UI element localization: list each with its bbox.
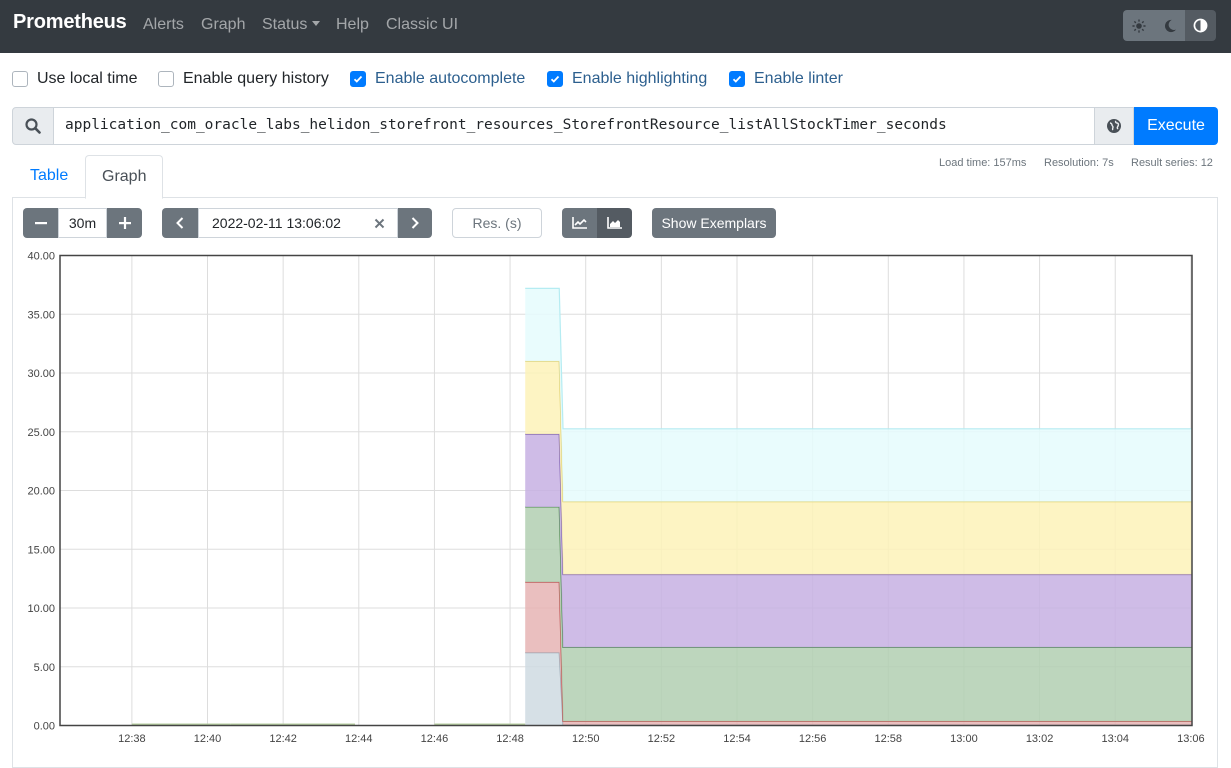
option-label: Enable highlighting [572, 70, 708, 87]
chevron-left-icon [176, 217, 184, 229]
check-icon [550, 75, 560, 83]
theme-light-button[interactable] [1123, 10, 1154, 41]
x-tick-label: 12:48 [496, 733, 524, 745]
show-exemplars-button[interactable]: Show Exemplars [652, 208, 776, 238]
execute-button[interactable]: Execute [1134, 107, 1218, 145]
y-tick-label: 0.00 [34, 721, 55, 733]
x-tick-label: 12:42 [269, 733, 297, 745]
adjust-icon [1193, 18, 1208, 33]
y-tick-label: 5.00 [34, 662, 55, 674]
x-tick-label: 13:02 [1026, 733, 1054, 745]
y-tick-label: 25.00 [27, 427, 55, 439]
nav-classic-ui[interactable]: Classic UI [386, 16, 459, 33]
query-input[interactable]: application_com_oracle_labs_helidon_stor… [54, 107, 1094, 145]
x-tick-label: 13:04 [1101, 733, 1129, 745]
x-tick-label: 12:54 [723, 733, 751, 745]
load-time: Load time: 157ms [939, 157, 1027, 169]
x-tick-label: 12:50 [572, 733, 600, 745]
checkbox-autocomplete[interactable] [350, 71, 366, 87]
y-tick-label: 15.00 [27, 544, 55, 556]
tab-table[interactable]: Table [30, 167, 69, 184]
y-tick-label: 40.00 [27, 251, 55, 263]
tab-bar: Table Graph [12, 155, 1218, 199]
sun-icon [1131, 18, 1146, 33]
nav-graph[interactable]: Graph [201, 16, 246, 33]
y-tick-label: 30.00 [27, 368, 55, 380]
moon-icon [1164, 19, 1176, 32]
x-tick-label: 12:56 [799, 733, 827, 745]
series-line-6 [525, 287, 1192, 430]
option-label: Enable autocomplete [375, 70, 526, 87]
option-query-history[interactable]: Enable query history [158, 69, 329, 89]
graph-chart[interactable]: 0.00 5.00 10.00 15.00 20.00 25.00 30.00 35.00 40… [0, 240, 1231, 759]
search-icon [12, 107, 54, 145]
minus-icon [34, 222, 47, 225]
tab-graph[interactable]: Graph [85, 155, 163, 199]
line-chart-icon [572, 217, 587, 229]
nav-status-label: Status [262, 16, 308, 33]
option-linter[interactable]: Enable linter [729, 69, 843, 89]
unstacked-mode-button[interactable] [562, 208, 597, 238]
checkbox-query-history[interactable] [158, 71, 174, 87]
clear-icon[interactable] [374, 218, 385, 229]
range-input[interactable]: 30m [58, 208, 107, 238]
plus-icon [118, 217, 131, 229]
y-tick-label: 35.00 [27, 309, 55, 321]
theme-auto-button[interactable] [1185, 10, 1216, 41]
brand-logo[interactable]: Prometheus [13, 11, 127, 33]
caret-down-icon [312, 21, 321, 26]
stacked-mode-button[interactable] [597, 208, 632, 238]
x-tick-label: 12:38 [118, 733, 146, 745]
x-tick-label: 12:46 [421, 733, 449, 745]
range-decrease-button[interactable] [23, 208, 58, 238]
area-chart-icon [607, 217, 622, 229]
nav-alerts[interactable]: Alerts [143, 16, 184, 33]
time-back-button[interactable] [162, 208, 198, 238]
x-tick-label: 12:44 [345, 733, 373, 745]
theme-switcher [1123, 10, 1216, 41]
y-tick-label: 20.00 [27, 486, 55, 498]
result-series: Result series: 12 [1131, 157, 1213, 169]
x-tick-label: 12:40 [194, 733, 222, 745]
y-tick-label: 10.00 [27, 603, 55, 615]
end-time-value: 2022-02-11 13:06:02 [212, 215, 341, 231]
option-local-time[interactable]: Use local time [12, 69, 137, 89]
chevron-right-icon [411, 217, 419, 229]
plot-frame [59, 254, 1193, 727]
globe-icon [1107, 119, 1121, 133]
navbar: Prometheus Alerts Graph Status Help Clas… [0, 0, 1231, 53]
x-tick-label: 13:00 [950, 733, 978, 745]
series-area-5 [525, 361, 1192, 575]
end-time-input[interactable]: 2022-02-11 13:06:02 [198, 208, 398, 238]
query-bar: application_com_oracle_labs_helidon_stor… [12, 107, 1218, 145]
metrics-explorer-button[interactable] [1094, 107, 1134, 145]
option-label: Use local time [37, 70, 138, 87]
option-label: Enable linter [754, 70, 843, 87]
theme-dark-button[interactable] [1154, 10, 1185, 41]
resolution-input[interactable]: Res. (s) [452, 208, 542, 238]
range-increase-button[interactable] [107, 208, 142, 238]
option-highlighting[interactable]: Enable highlighting [547, 69, 707, 89]
check-icon [732, 75, 742, 83]
series-area-4 [525, 434, 1192, 648]
option-autocomplete[interactable]: Enable autocomplete [350, 69, 525, 89]
series-area-3 [525, 506, 1192, 722]
x-tick-label: 13:06 [1177, 733, 1205, 745]
check-icon [353, 75, 363, 83]
x-tick-label: 12:58 [875, 733, 903, 745]
checkbox-highlighting[interactable] [547, 71, 563, 87]
option-label: Enable query history [183, 70, 329, 87]
checkbox-linter[interactable] [729, 71, 745, 87]
time-forward-button[interactable] [398, 208, 432, 238]
nav-help[interactable]: Help [336, 16, 369, 33]
x-tick-label: 12:52 [648, 733, 676, 745]
checkbox-local-time[interactable] [12, 71, 28, 87]
resolution-stat: Resolution: 7s [1044, 157, 1114, 169]
nav-status[interactable]: Status [262, 16, 321, 34]
series-area-6 [525, 288, 1192, 502]
